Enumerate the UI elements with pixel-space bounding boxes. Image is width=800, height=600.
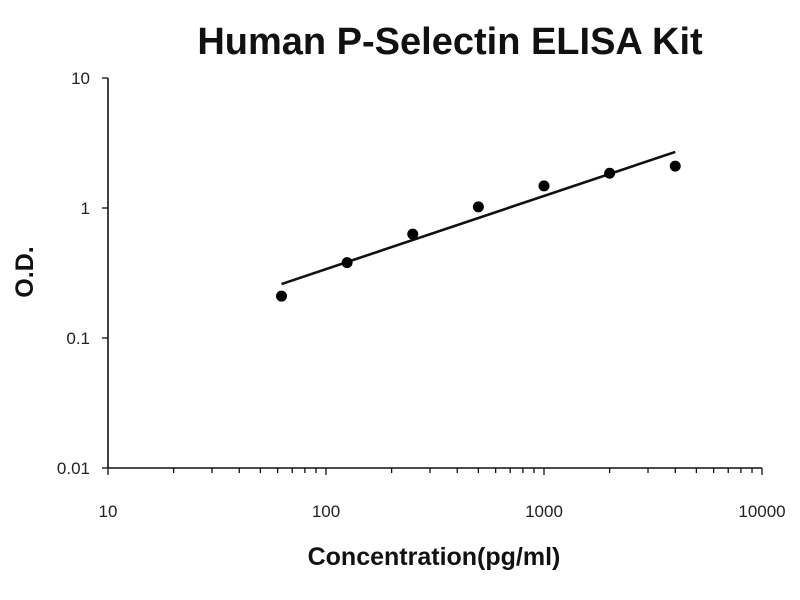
plot-area: 10 100 1000 10000 0.01 0.1 1 10 (57, 69, 786, 521)
y-axis-ticks: 0.01 0.1 1 10 (57, 69, 108, 478)
x-axis-ticks: 10 100 1000 10000 (99, 468, 786, 521)
chart-title: Human P-Selectin ELISA Kit (197, 21, 703, 63)
x-axis-label: Concentration(pg/ml) (308, 543, 561, 571)
y-tick-label: 10 (71, 69, 90, 88)
y-axis-label: O.D. (11, 246, 39, 297)
x-tick-label: 10000 (738, 502, 785, 521)
data-point (341, 257, 353, 269)
x-tick-label: 100 (312, 502, 340, 521)
data-point (604, 167, 616, 179)
data-point (538, 180, 550, 192)
y-tick-label: 0.1 (66, 329, 90, 348)
data-point (276, 290, 288, 302)
x-tick-label: 1000 (525, 502, 563, 521)
trendline (281, 150, 676, 286)
trendline-group (281, 150, 676, 286)
y-tick-label: 1 (81, 199, 90, 218)
y-tick-label: 0.01 (57, 459, 90, 478)
data-points (276, 160, 681, 302)
axes (107, 78, 762, 469)
data-point (669, 160, 681, 172)
data-point (472, 201, 484, 213)
data-point (407, 228, 419, 240)
x-tick-label: 10 (99, 502, 118, 521)
